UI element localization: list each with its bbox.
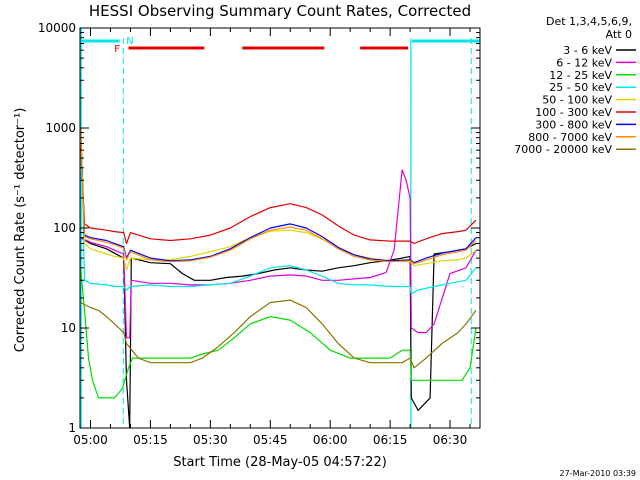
legend-label-8: 7000 - 20000 keV xyxy=(514,143,612,156)
footer-timestamp: 27-Mar-2010 03:39 xyxy=(560,469,637,478)
legend-label-2: 12 - 25 keV xyxy=(549,69,612,82)
legend-label-6: 300 - 800 keV xyxy=(535,118,612,131)
flare-marker-label: F xyxy=(114,44,120,55)
x-tick-label-3: 05:45 xyxy=(253,433,288,447)
legend-label-7: 800 - 7000 keV xyxy=(528,131,612,144)
x-tick-label-5: 06:15 xyxy=(373,433,408,447)
y-axis-label: Corrected Count Rate (s⁻¹ detector⁻¹) xyxy=(13,108,28,353)
chart-title: HESSI Observing Summary Count Rates, Cor… xyxy=(89,2,471,20)
legend-label-0: 3 - 6 keV xyxy=(563,44,612,57)
series-line-5 xyxy=(80,127,477,245)
legend-label-1: 6 - 12 keV xyxy=(556,56,612,69)
x-tick-label-0: 05:00 xyxy=(73,433,108,447)
legend-label-5: 100 - 300 keV xyxy=(535,106,612,119)
y-ticks: 1 10 100 1000 10000 xyxy=(38,21,480,435)
x-tick-label-2: 05:30 xyxy=(193,433,228,447)
series-line-1 xyxy=(80,169,477,339)
series-line-7 xyxy=(80,127,477,265)
series-line-2 xyxy=(80,267,477,399)
series-line-0 xyxy=(80,237,477,428)
legend-label-3: 25 - 50 keV xyxy=(549,81,612,94)
y-tick-label-2: 100 xyxy=(53,221,76,235)
legend-title-line-1: Det 1,3,4,5,6,9, xyxy=(546,15,632,28)
x-tick-label-1: 05:15 xyxy=(133,433,168,447)
x-axis-label: Start Time (28-May-05 04:57:22) xyxy=(173,455,387,470)
y-tick-label-3: 1000 xyxy=(45,121,76,135)
series-line-6 xyxy=(80,127,477,264)
legend-title-line-2: Att 0 xyxy=(606,28,632,41)
y-tick-label-4: 10000 xyxy=(38,21,76,35)
night-marker-label: N xyxy=(126,36,133,47)
x-tick-label-6: 06:30 xyxy=(433,433,468,447)
plot-area: NF xyxy=(80,28,480,428)
plot-frame xyxy=(79,27,481,429)
series-line-8 xyxy=(80,299,477,369)
x-ticks: 05:00 05:15 05:30 05:45 06:00 06:15 06:30 xyxy=(73,28,471,447)
x-tick-label-4: 06:00 xyxy=(313,433,348,447)
y-tick-label-0: 1 xyxy=(68,421,76,435)
y-tick-label-1: 10 xyxy=(61,321,76,335)
legend-label-4: 50 - 100 keV xyxy=(542,94,612,107)
series-line-3 xyxy=(80,127,477,295)
